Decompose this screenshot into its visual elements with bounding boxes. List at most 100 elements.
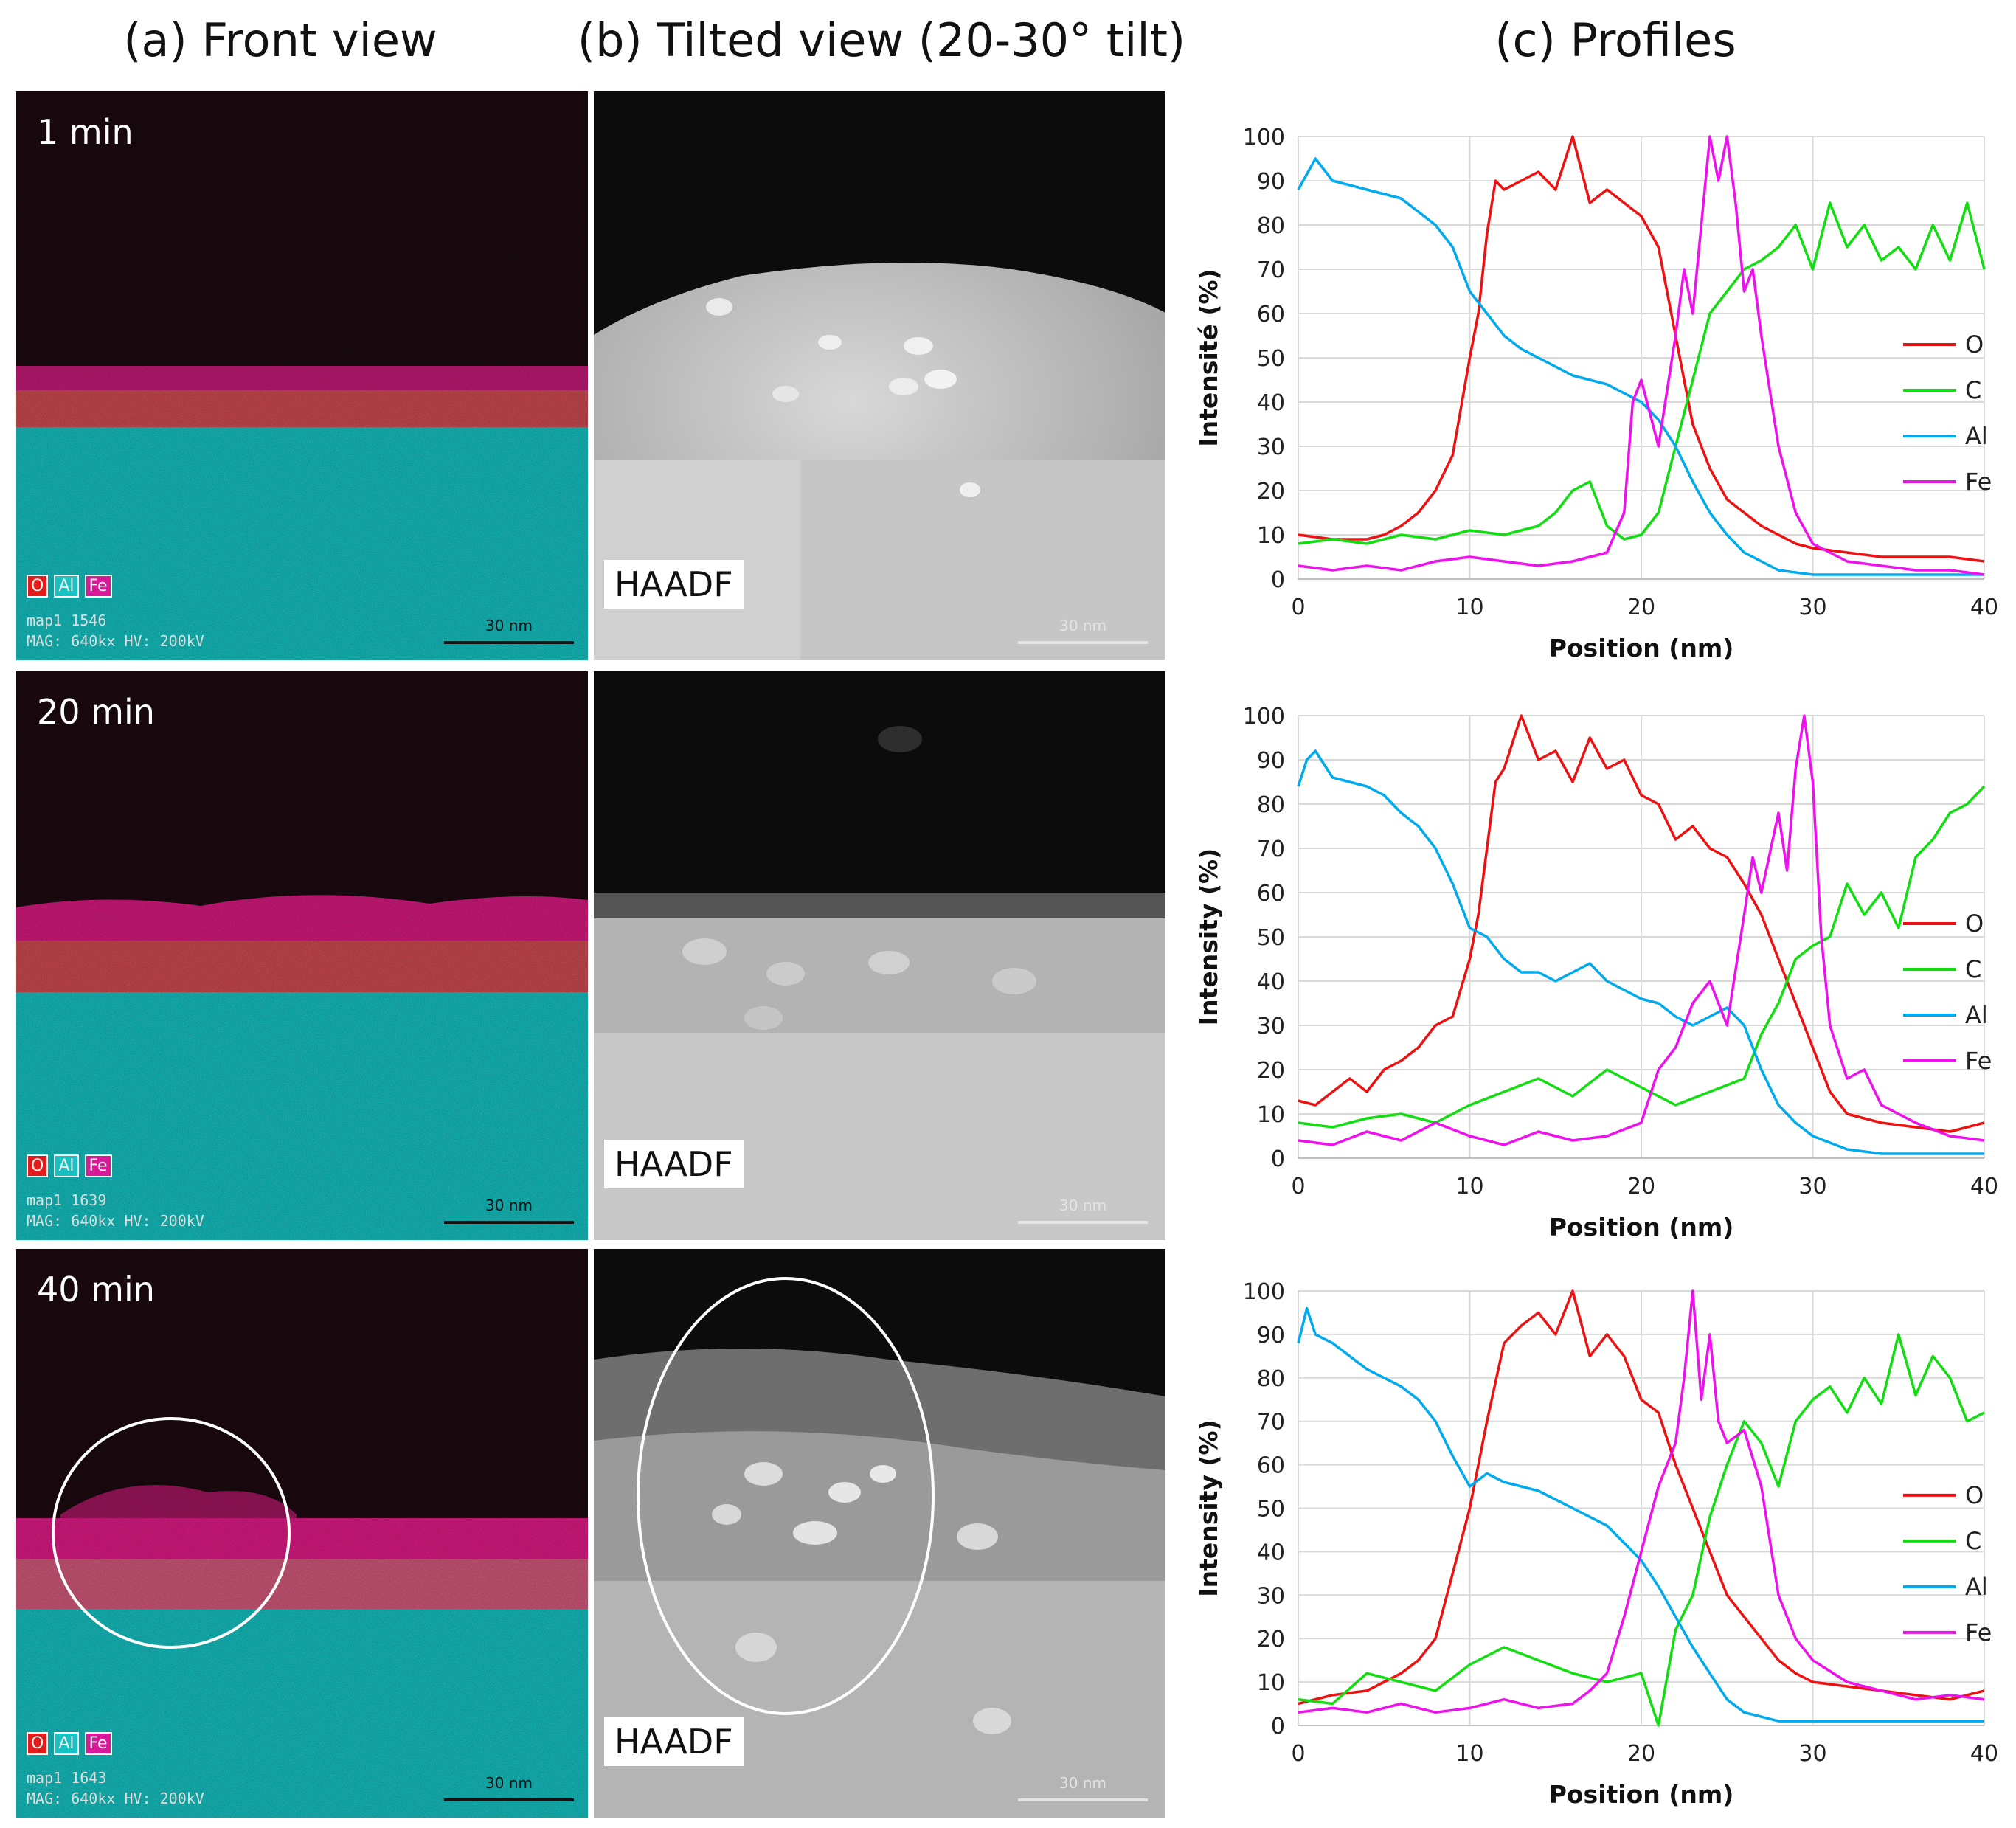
x-tick-label: 0 xyxy=(1291,1741,1305,1767)
legend-label-o: O xyxy=(1965,910,1984,938)
y-axis-label: Intensity (%) xyxy=(1194,1419,1223,1596)
y-axis-label: Intensité (%) xyxy=(1194,269,1223,446)
scalebar xyxy=(1018,1798,1148,1801)
time-label: 20 min xyxy=(37,692,155,732)
legend-fe: Fe xyxy=(84,1154,112,1177)
x-tick-label: 10 xyxy=(1455,595,1483,620)
scalebar-label: 30 nm xyxy=(485,617,533,634)
y-tick-label: 60 xyxy=(1257,881,1285,907)
scalebar-label: 30 nm xyxy=(1059,1774,1106,1792)
eds-map-image xyxy=(16,1249,588,1818)
header-tilted-view: (b) Tilted view (20-30° tilt) xyxy=(577,13,1186,67)
haadf-label: HAADF xyxy=(604,560,744,609)
legend-label-fe: Fe xyxy=(1965,1047,1992,1075)
time-label: 1 min xyxy=(37,112,134,152)
y-tick-label: 20 xyxy=(1257,1058,1285,1084)
legend-label-c: C xyxy=(1965,955,1981,983)
x-tick-label: 0 xyxy=(1291,595,1305,620)
haadf-image xyxy=(594,91,1165,660)
x-tick-label: 40 xyxy=(1970,1741,1998,1767)
y-tick-label: 80 xyxy=(1257,213,1285,239)
y-tick-label: 90 xyxy=(1257,169,1285,195)
x-tick-label: 30 xyxy=(1798,1174,1826,1199)
y-tick-label: 20 xyxy=(1257,1627,1285,1652)
front-view-map-20min: 20 min O Al Fe map1 1639 MAG: 640kx HV: … xyxy=(16,671,588,1240)
series-line-fe xyxy=(1298,1289,1985,1714)
legend-o: O xyxy=(27,1154,49,1177)
y-tick-label: 100 xyxy=(1243,125,1285,150)
scalebar xyxy=(1018,1221,1148,1224)
legend-label-o: O xyxy=(1965,1481,1984,1509)
legend-label-al: Al xyxy=(1965,1001,1988,1029)
y-tick-label: 0 xyxy=(1271,1146,1285,1172)
y-tick-label: 70 xyxy=(1257,837,1285,862)
scalebar xyxy=(444,641,574,644)
series-line-o xyxy=(1298,135,1985,563)
x-tick-label: 40 xyxy=(1970,595,1998,620)
mag-info: MAG: 640kx HV: 200kV xyxy=(27,1212,204,1230)
y-axis-label: Intensity (%) xyxy=(1194,848,1223,1025)
haadf-label: HAADF xyxy=(604,1140,744,1188)
series-line-c xyxy=(1298,201,1986,545)
y-tick-label: 70 xyxy=(1257,257,1285,283)
y-tick-label: 30 xyxy=(1257,435,1285,460)
map-id: map1 1546 xyxy=(27,612,107,629)
y-tick-label: 90 xyxy=(1257,1323,1285,1349)
tilted-view-haadf-1min: HAADF 30 nm xyxy=(594,91,1165,660)
series-line-fe xyxy=(1298,714,1985,1146)
scalebar-label: 30 nm xyxy=(485,1197,533,1214)
y-tick-label: 50 xyxy=(1257,346,1285,372)
eds-map-image xyxy=(16,91,588,660)
y-tick-label: 100 xyxy=(1243,1279,1285,1305)
x-axis-label: Position (nm) xyxy=(1549,1213,1734,1242)
profile-chart-1min: 0 10 20 30 40 50 60 70 80 90 100 0 10 20 30 40 Position … xyxy=(1173,103,2014,679)
profile-chart-20min: 0 10 20 30 40 50 60 70 80 90 100 0 10 20 30 40 Position … xyxy=(1173,682,2014,1258)
scalebar xyxy=(444,1221,574,1224)
element-legend: O Al Fe xyxy=(27,1732,112,1755)
legend-fe: Fe xyxy=(84,1732,112,1755)
scalebar-label: 30 nm xyxy=(485,1774,533,1792)
y-tick-label: 10 xyxy=(1257,1102,1285,1128)
legend-label-fe: Fe xyxy=(1965,1618,1992,1647)
x-tick-label: 40 xyxy=(1970,1174,1998,1199)
legend-al: Al xyxy=(54,1154,79,1177)
series-line-o xyxy=(1298,1289,1985,1706)
x-tick-label: 0 xyxy=(1291,1174,1305,1199)
y-tick-label: 70 xyxy=(1257,1410,1285,1436)
x-tick-label: 10 xyxy=(1455,1741,1483,1767)
y-tick-label: 80 xyxy=(1257,792,1285,818)
legend-al: Al xyxy=(54,1732,79,1755)
highlight-ellipse xyxy=(637,1277,935,1715)
x-tick-label: 30 xyxy=(1798,1741,1826,1767)
legend-label-al: Al xyxy=(1965,422,1988,450)
front-view-map-40min: 40 min O Al Fe map1 1643 MAG: 640kx HV: … xyxy=(16,1249,588,1818)
legend-o: O xyxy=(27,575,49,598)
y-tick-label: 40 xyxy=(1257,969,1285,995)
scalebar-label: 30 nm xyxy=(1059,617,1106,634)
y-tick-label: 60 xyxy=(1257,302,1285,328)
profile-chart-40min: 0 10 20 30 40 50 60 70 80 90 100 0 10 20 30 40 Position … xyxy=(1173,1258,2014,1825)
scalebar-label: 30 nm xyxy=(1059,1197,1106,1214)
y-tick-label: 50 xyxy=(1257,925,1285,951)
legend-label-fe: Fe xyxy=(1965,468,1992,496)
element-legend: O Al Fe xyxy=(27,575,112,598)
x-axis-label: Position (nm) xyxy=(1549,1780,1734,1809)
y-tick-label: 20 xyxy=(1257,479,1285,505)
series-line-c xyxy=(1298,785,1986,1129)
haadf-label: HAADF xyxy=(604,1717,744,1766)
scalebar xyxy=(444,1798,574,1801)
header-front-view: (a) Front view xyxy=(123,13,437,67)
element-legend: O Al Fe xyxy=(27,1154,112,1177)
y-tick-label: 0 xyxy=(1271,1714,1285,1739)
series-line-c xyxy=(1298,1333,1985,1727)
mag-info: MAG: 640kx HV: 200kV xyxy=(27,1790,204,1807)
map-id: map1 1643 xyxy=(27,1769,107,1787)
mag-info: MAG: 640kx HV: 200kV xyxy=(27,632,204,650)
y-tick-label: 80 xyxy=(1257,1366,1285,1392)
tilted-view-haadf-20min: HAADF 30 nm xyxy=(594,671,1165,1240)
time-label: 40 min xyxy=(37,1270,155,1309)
x-axis-label: Position (nm) xyxy=(1549,634,1734,662)
legend-fe: Fe xyxy=(84,575,112,598)
y-tick-label: 30 xyxy=(1257,1583,1285,1609)
y-tick-label: 10 xyxy=(1257,523,1285,549)
